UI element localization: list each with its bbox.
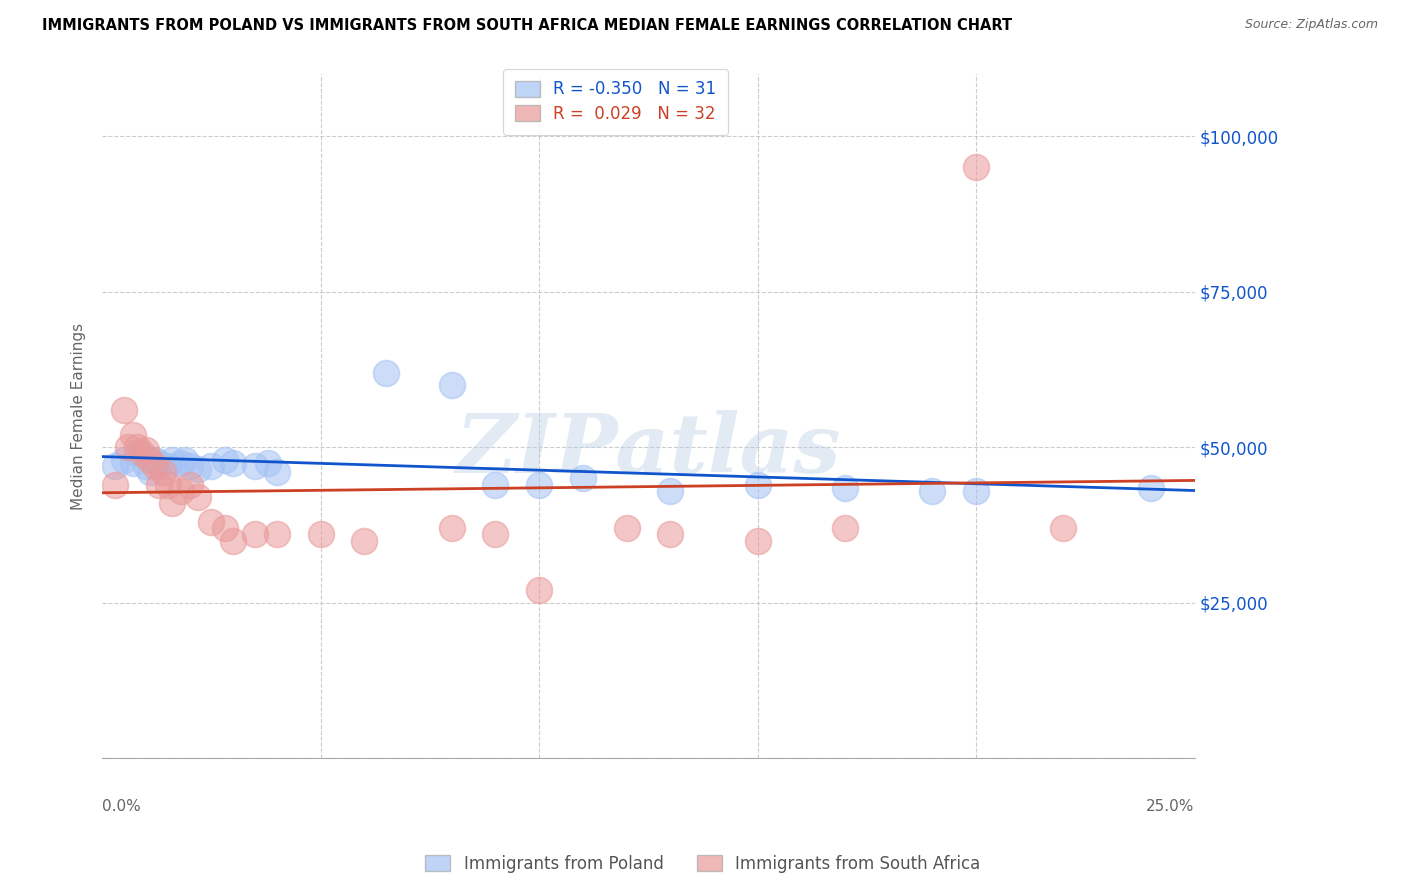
Point bbox=[440, 378, 463, 392]
Text: Source: ZipAtlas.com: Source: ZipAtlas.com bbox=[1244, 18, 1378, 31]
Point bbox=[200, 515, 222, 529]
Point bbox=[214, 452, 236, 467]
Point bbox=[257, 456, 280, 470]
Point bbox=[440, 521, 463, 535]
Point bbox=[179, 477, 201, 491]
Legend: Immigrants from Poland, Immigrants from South Africa: Immigrants from Poland, Immigrants from … bbox=[419, 848, 987, 880]
Point bbox=[139, 465, 162, 479]
Point bbox=[187, 490, 209, 504]
Point bbox=[104, 477, 127, 491]
Point bbox=[243, 527, 266, 541]
Text: IMMIGRANTS FROM POLAND VS IMMIGRANTS FROM SOUTH AFRICA MEDIAN FEMALE EARNINGS CO: IMMIGRANTS FROM POLAND VS IMMIGRANTS FRO… bbox=[42, 18, 1012, 33]
Point bbox=[170, 456, 193, 470]
Point bbox=[965, 161, 987, 175]
Point bbox=[139, 452, 162, 467]
Point bbox=[243, 458, 266, 473]
Point bbox=[1052, 521, 1074, 535]
Point bbox=[222, 533, 245, 548]
Point bbox=[965, 483, 987, 498]
Text: 0.0%: 0.0% bbox=[103, 799, 141, 814]
Point bbox=[1140, 481, 1163, 495]
Point bbox=[921, 483, 943, 498]
Point bbox=[160, 496, 183, 510]
Text: 25.0%: 25.0% bbox=[1146, 799, 1195, 814]
Point bbox=[353, 533, 375, 548]
Point bbox=[375, 366, 398, 380]
Point bbox=[484, 477, 506, 491]
Point bbox=[112, 452, 135, 467]
Point bbox=[143, 452, 166, 467]
Point bbox=[148, 456, 170, 470]
Point bbox=[143, 458, 166, 473]
Point bbox=[121, 456, 143, 470]
Y-axis label: Median Female Earnings: Median Female Earnings bbox=[72, 323, 86, 509]
Point bbox=[117, 440, 139, 454]
Point bbox=[834, 481, 856, 495]
Text: ZIPatlas: ZIPatlas bbox=[456, 410, 841, 491]
Point bbox=[659, 527, 682, 541]
Point bbox=[834, 521, 856, 535]
Point bbox=[266, 465, 288, 479]
Point bbox=[156, 458, 179, 473]
Point bbox=[309, 527, 332, 541]
Point bbox=[572, 471, 595, 485]
Point bbox=[484, 527, 506, 541]
Point bbox=[131, 446, 153, 460]
Legend: R = -0.350   N = 31, R =  0.029   N = 32: R = -0.350 N = 31, R = 0.029 N = 32 bbox=[503, 69, 728, 135]
Point bbox=[112, 403, 135, 417]
Point bbox=[127, 446, 149, 460]
Point bbox=[170, 483, 193, 498]
Point bbox=[135, 443, 157, 458]
Point bbox=[135, 458, 157, 473]
Point bbox=[160, 452, 183, 467]
Point bbox=[527, 477, 550, 491]
Point bbox=[747, 477, 769, 491]
Point bbox=[127, 440, 149, 454]
Point bbox=[179, 458, 201, 473]
Point bbox=[187, 462, 209, 476]
Point bbox=[148, 477, 170, 491]
Point bbox=[266, 527, 288, 541]
Point bbox=[121, 427, 143, 442]
Point bbox=[527, 583, 550, 598]
Point bbox=[174, 452, 197, 467]
Point bbox=[616, 521, 638, 535]
Point bbox=[659, 483, 682, 498]
Point bbox=[747, 533, 769, 548]
Point bbox=[152, 465, 174, 479]
Point bbox=[104, 458, 127, 473]
Point bbox=[200, 458, 222, 473]
Point bbox=[156, 477, 179, 491]
Point bbox=[214, 521, 236, 535]
Point bbox=[222, 456, 245, 470]
